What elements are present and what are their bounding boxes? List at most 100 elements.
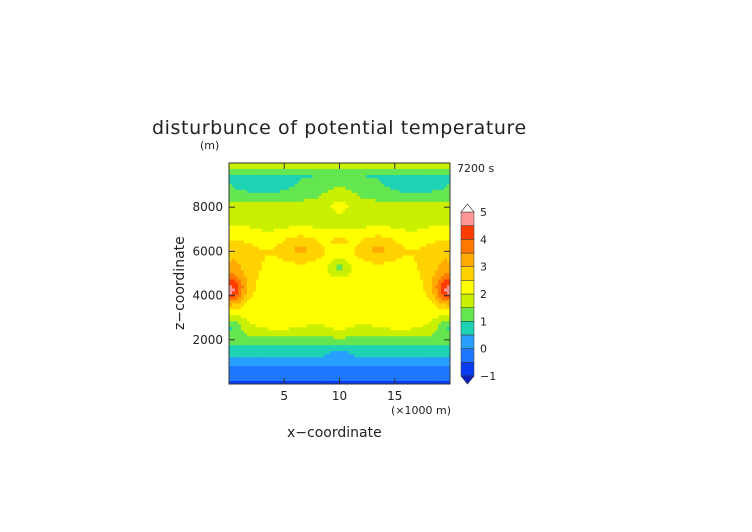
contour-cell: [357, 255, 361, 259]
contour-cell: [315, 163, 319, 167]
contour-cell: [345, 258, 349, 262]
contour-cell: [372, 222, 376, 227]
contour-cell: [282, 333, 287, 337]
contour-cell: [270, 243, 275, 248]
contour-cell: [375, 312, 379, 316]
contour-cell: [312, 288, 317, 292]
contour-cell: [300, 174, 305, 179]
contour-cell: [229, 171, 233, 176]
contour-cell: [294, 285, 299, 289]
contour-cell: [264, 207, 269, 212]
contour-cell: [264, 180, 269, 185]
contour-cell: [229, 279, 233, 283]
contour-cell: [372, 342, 376, 346]
contour-cell: [258, 318, 263, 322]
contour-cell: [309, 174, 314, 179]
contour-cell: [372, 219, 376, 224]
contour-cell: [267, 351, 272, 355]
contour-cell: [309, 231, 314, 236]
contour-cell: [276, 279, 281, 283]
contour-cell: [342, 186, 346, 191]
contour-cell: [258, 300, 263, 304]
contour-cell: [375, 306, 379, 310]
contour-cell: [396, 285, 400, 289]
contour-cell: [258, 234, 263, 239]
contour-cell: [429, 177, 433, 182]
contour-cell: [333, 210, 337, 215]
contour-cell: [240, 282, 245, 286]
contour-cell: [345, 163, 349, 167]
contour-cell: [285, 327, 290, 331]
contour-cell: [351, 345, 355, 349]
contour-cell: [390, 318, 394, 322]
contour-cell: [360, 360, 364, 364]
contour-cell: [315, 294, 319, 298]
contour-cell: [402, 279, 406, 283]
contour-cell: [297, 219, 302, 224]
contour-cell: [306, 339, 311, 343]
contour-cell: [279, 168, 284, 173]
contour-cell: [318, 228, 322, 233]
contour-cell: [393, 300, 397, 304]
contour-cell: [426, 333, 430, 337]
contour-cell: [357, 279, 361, 283]
contour-cell: [315, 192, 319, 197]
contour-cell: [306, 195, 311, 200]
contour-cell: [360, 354, 364, 358]
contour-cell: [375, 369, 379, 373]
contour-cell: [315, 186, 319, 191]
contour-cell: [231, 219, 236, 224]
contour-cell: [378, 228, 382, 233]
contour-cell: [279, 276, 284, 280]
contour-cell: [384, 264, 388, 268]
contour-cell: [267, 246, 272, 251]
contour-cell: [255, 249, 260, 253]
contour-cell: [405, 213, 409, 218]
contour-cell: [267, 321, 272, 325]
contour-cell: [390, 285, 394, 289]
contour-cell: [315, 258, 319, 262]
contour-cell: [423, 174, 427, 179]
contour-cell: [270, 255, 275, 259]
contour-cell: [264, 306, 269, 310]
contour-cell: [417, 363, 421, 367]
contour-cell: [402, 195, 406, 200]
contour-cell: [243, 207, 248, 212]
contour-cell: [249, 279, 254, 283]
contour-cell: [399, 342, 403, 346]
contour-cell: [303, 204, 308, 209]
contour-cell: [384, 204, 388, 209]
contour-cell: [237, 321, 242, 325]
contour-cell: [288, 174, 293, 179]
contour-cell: [258, 312, 263, 316]
contour-cell: [309, 288, 314, 292]
contour-cell: [402, 288, 406, 292]
contour-cell: [303, 312, 308, 316]
contour-cell: [357, 165, 361, 170]
contour-cell: [369, 336, 373, 340]
contour-cell: [372, 336, 376, 340]
contour-cell: [360, 222, 364, 227]
contour-cell: [273, 177, 278, 182]
contour-cell: [366, 333, 370, 337]
contour-cell: [378, 174, 382, 179]
contour-cell: [366, 192, 370, 197]
contour-cell: [252, 255, 257, 259]
contour-cell: [240, 336, 245, 340]
contour-cell: [252, 324, 257, 328]
contour-cell: [426, 231, 430, 236]
contour-cell: [231, 270, 236, 274]
contour-cell: [387, 279, 391, 283]
contour-cell: [393, 273, 397, 277]
contour-cell: [240, 333, 245, 337]
contour-cell: [237, 363, 242, 367]
contour-cell: [348, 279, 352, 283]
contour-cell: [276, 378, 281, 382]
contour-cell: [405, 219, 409, 224]
contour-cell: [327, 240, 331, 245]
contour-cell: [297, 348, 302, 352]
contour-cell: [229, 234, 233, 239]
contour-cell: [423, 180, 427, 185]
contour-cell: [324, 234, 328, 239]
contour-cell: [324, 267, 328, 271]
